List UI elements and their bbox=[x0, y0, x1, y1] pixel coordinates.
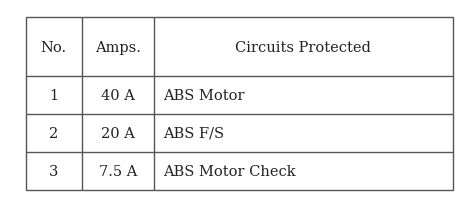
Text: 7.5 A: 7.5 A bbox=[99, 164, 137, 178]
Text: Amps.: Amps. bbox=[95, 40, 141, 54]
Text: ABS F/S: ABS F/S bbox=[164, 126, 225, 140]
Text: No.: No. bbox=[41, 40, 67, 54]
Bar bbox=[26, 18, 453, 190]
Text: 40 A: 40 A bbox=[101, 88, 135, 102]
Text: 3: 3 bbox=[49, 164, 58, 178]
Text: ABS Motor Check: ABS Motor Check bbox=[164, 164, 296, 178]
Text: 1: 1 bbox=[49, 88, 58, 102]
Text: 20 A: 20 A bbox=[101, 126, 135, 140]
Text: ABS Motor: ABS Motor bbox=[164, 88, 245, 102]
Text: Circuits Protected: Circuits Protected bbox=[236, 40, 371, 54]
Text: 2: 2 bbox=[49, 126, 58, 140]
